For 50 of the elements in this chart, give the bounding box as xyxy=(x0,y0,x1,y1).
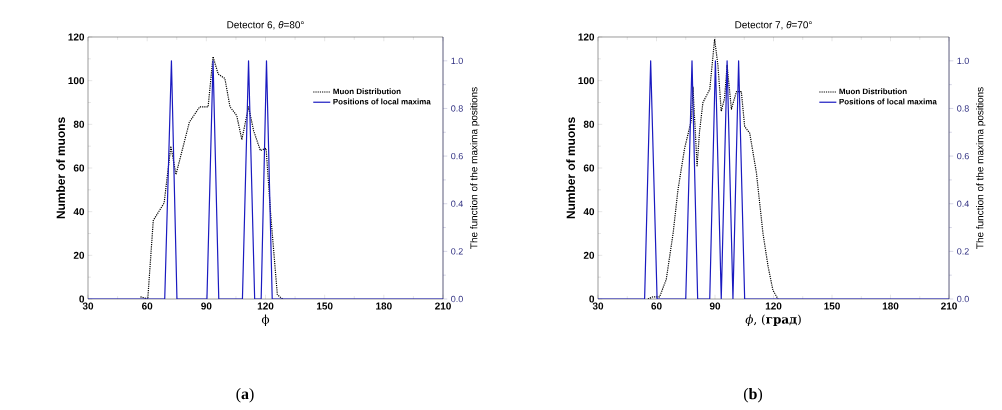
x-axis-title: ϕ, (град) xyxy=(745,314,801,326)
y2-tick-label: 0.6 xyxy=(451,152,463,160)
y2-tick-label: 0.0 xyxy=(451,295,463,303)
x-tick-label: 150 xyxy=(824,302,840,310)
x-tick-label: 120 xyxy=(765,302,782,310)
y-axis-title: Number of muons xyxy=(566,117,576,219)
y-tick-label: 40 xyxy=(73,208,85,216)
y-axis-title: Number of muons xyxy=(56,117,66,219)
x-tick-label: 90 xyxy=(709,302,721,310)
x-axis-title: ϕ xyxy=(261,314,270,326)
chart-title: Detector 6, θ=80° xyxy=(227,21,304,30)
y-tick-label: 20 xyxy=(73,251,85,259)
x-tick-label: 60 xyxy=(141,302,153,310)
y2-axis-title: The function of the maxima positions xyxy=(470,87,480,249)
y-tick-label: 0 xyxy=(589,295,595,303)
x-tick-label: 180 xyxy=(376,302,392,310)
x-tick-label: 150 xyxy=(316,302,333,310)
x-tick-label: 60 xyxy=(651,302,662,310)
chart-title: Detector 7, θ=70° xyxy=(735,21,812,30)
y-tick-label: 40 xyxy=(583,208,595,216)
y-tick-label: 60 xyxy=(73,164,85,172)
x-tick-label: 180 xyxy=(882,302,899,310)
y-tick-label: 120 xyxy=(68,33,85,41)
y-tick-label: 80 xyxy=(73,120,85,128)
x-tick-label: 30 xyxy=(82,302,94,310)
y2-axis-title: The function of the maxima positions xyxy=(976,87,986,249)
text: (b) xyxy=(743,388,763,403)
y2-tick-label: 0.2 xyxy=(451,248,463,255)
y2-tick-label: 1.0 xyxy=(451,57,463,64)
y-tick-label: 100 xyxy=(578,77,595,85)
y-tick-label: 100 xyxy=(68,77,85,85)
y-tick-label: 20 xyxy=(583,251,595,259)
x-tick-label: 30 xyxy=(592,302,604,310)
y2-tick-label: 0.2 xyxy=(957,248,969,255)
y-tick-label: 120 xyxy=(578,33,595,41)
y-tick-label: 0 xyxy=(79,295,85,303)
x-tick-label: 210 xyxy=(941,302,957,310)
x-tick-label: 120 xyxy=(257,302,274,310)
y2-tick-label: 0.8 xyxy=(451,105,463,112)
x-tick-label: 90 xyxy=(201,302,212,310)
y2-tick-label: 0.6 xyxy=(957,152,969,160)
y2-tick-label: 0.8 xyxy=(957,105,969,112)
y-tick-label: 60 xyxy=(583,164,595,172)
text: (a) xyxy=(236,388,254,403)
y-tick-label: 80 xyxy=(583,120,595,128)
y2-tick-label: 0.4 xyxy=(451,200,463,207)
y2-tick-label: 1.0 xyxy=(957,57,969,64)
y2-tick-label: 0.4 xyxy=(957,200,969,207)
x-tick-label: 210 xyxy=(435,302,451,310)
y2-tick-label: 0.0 xyxy=(957,295,969,303)
